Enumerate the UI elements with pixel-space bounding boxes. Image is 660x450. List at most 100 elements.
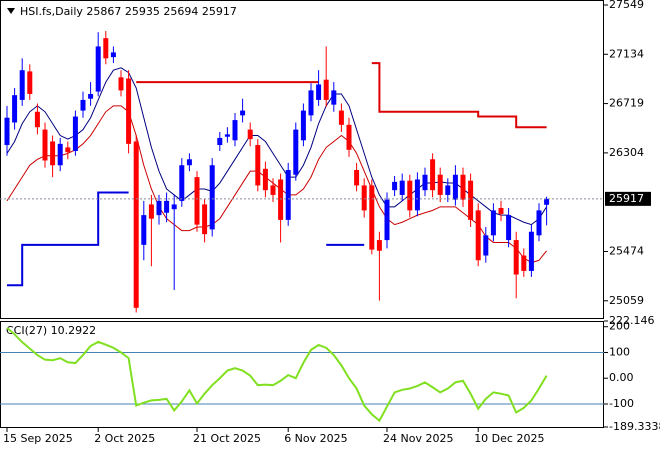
y-tick-label: 26304	[609, 146, 644, 159]
candle-body	[103, 38, 109, 59]
candle-body	[65, 147, 71, 153]
candle-body	[232, 120, 238, 141]
main-panel-frame	[0, 0, 604, 319]
candle-body	[323, 79, 329, 100]
y-tick-label: 222.146	[609, 314, 655, 327]
x-tick-label: 24 Nov 2025	[383, 432, 453, 445]
candle-body	[179, 165, 185, 201]
candle-body	[141, 215, 147, 245]
y-tick-label: -100	[609, 397, 634, 410]
candle-body	[506, 215, 512, 241]
candle-body	[217, 137, 223, 146]
cci-line	[6, 326, 548, 423]
candle-body	[384, 199, 390, 241]
candle-body	[4, 117, 10, 146]
candle-body	[338, 110, 344, 125]
menu-arrow	[7, 8, 15, 14]
candle-body	[209, 165, 215, 230]
candle-body	[300, 110, 306, 141]
candle-body	[316, 84, 322, 100]
candle-body	[42, 129, 48, 161]
current-price-label: 25917	[609, 192, 644, 205]
y-tick-label: 25474	[609, 244, 644, 257]
y-tick-label: 0.00	[609, 371, 634, 384]
candle-body	[88, 93, 94, 99]
candle-body	[414, 179, 420, 211]
candle-body	[430, 159, 436, 191]
candle-body	[483, 235, 489, 256]
candle-body	[156, 200, 162, 216]
x-tick-label: 6 Nov 2025	[284, 432, 347, 445]
candle-body	[528, 231, 534, 271]
candle-body	[133, 141, 139, 308]
cci-panel-frame	[0, 321, 604, 428]
candle-body	[361, 185, 367, 211]
candle-body	[399, 180, 405, 195]
stop-line	[7, 191, 365, 287]
y-tick-label: 100	[609, 345, 630, 358]
candle-body	[224, 134, 230, 137]
candle-body	[521, 255, 527, 271]
x-tick-label: 15 Sep 2025	[3, 432, 73, 445]
candle-body	[34, 111, 40, 128]
candle-body	[437, 174, 443, 195]
y-tick-label: 27134	[609, 47, 644, 60]
x-tick-label: 10 Dec 2025	[474, 432, 544, 445]
candle-body	[247, 129, 253, 140]
candle-body	[255, 145, 261, 186]
candle-body	[202, 204, 208, 235]
candle-body	[240, 110, 246, 116]
candle-body	[468, 180, 474, 220]
candle-body	[57, 143, 63, 166]
candle-body	[354, 169, 360, 186]
candle-body	[498, 208, 504, 214]
moving-average	[6, 105, 547, 264]
candle-body	[308, 90, 314, 116]
candle-body	[544, 198, 550, 205]
y-tick-label: 200	[609, 320, 630, 333]
candle-body	[80, 99, 86, 111]
current-price-tag	[605, 191, 651, 206]
candle-body	[270, 185, 276, 195]
candle-body	[19, 70, 25, 100]
candle-body	[445, 185, 451, 195]
candle-body	[171, 204, 177, 210]
candle-body	[27, 71, 33, 94]
candle-body	[475, 210, 481, 261]
candle-body	[407, 180, 413, 211]
x-tick-label: 21 Oct 2025	[193, 432, 261, 445]
candle-body	[490, 210, 496, 236]
candle-body	[262, 168, 268, 191]
candle-body	[278, 179, 284, 220]
candle-body	[186, 159, 192, 166]
candle-body	[12, 95, 18, 123]
candle-body	[536, 210, 542, 236]
candle-body	[194, 177, 200, 225]
candle-body	[460, 174, 466, 200]
candle-body	[369, 185, 375, 250]
candle-body	[331, 90, 337, 105]
candle-body	[513, 240, 519, 275]
stop-line	[136, 62, 547, 129]
candle-body	[392, 181, 398, 191]
y-tick-label: 26719	[609, 97, 644, 110]
candle-body	[452, 174, 458, 200]
y-tick-label: 27549	[609, 0, 644, 11]
candle-body	[285, 169, 291, 220]
y-tick-label: -189.3338	[609, 420, 660, 433]
x-tick-label: 2 Oct 2025	[94, 432, 155, 445]
candle-body	[148, 204, 154, 219]
candle-body	[346, 124, 352, 150]
candle-body	[293, 129, 299, 175]
candle-body	[72, 116, 78, 151]
y-tick-label: 25059	[609, 294, 644, 307]
candle-body	[95, 46, 101, 92]
candle-body	[50, 141, 56, 166]
candle-body	[126, 78, 132, 144]
candle-body	[376, 240, 382, 251]
candle-body	[164, 200, 170, 213]
candle-body	[422, 174, 428, 191]
chart-title: HSI.fs,Daily 25867 25935 25694 25917	[20, 5, 237, 18]
candle-body	[110, 52, 116, 58]
